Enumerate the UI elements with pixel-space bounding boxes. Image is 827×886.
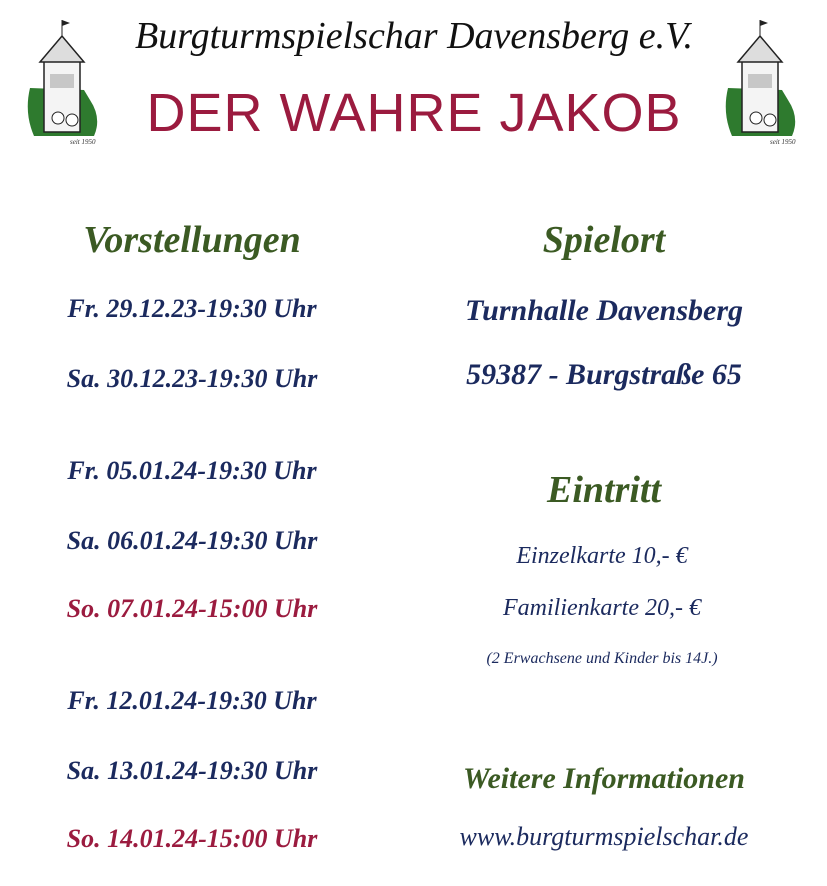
performance-date: Fr. 29.12.23-19:30 Uhr [67,294,317,323]
family-ticket-price: Familienkarte 20,- € [503,595,701,621]
performance-date: Sa. 30.12.23-19:30 Uhr [66,364,318,393]
venue-address: 59387 - Burgstraße 65 [466,358,742,391]
tower-logo-left [27,20,98,136]
performance-date: So. 14.01.24-15:00 Uhr [66,824,318,853]
logo-caption-left: seit 1950 [70,138,96,146]
performance-date: Sa. 13.01.24-19:30 Uhr [66,756,318,785]
venue-name: Turnhalle Davensberg [464,294,744,327]
performances-heading: Vorstellungen [83,219,301,261]
performance-date: Fr. 12.01.24-19:30 Uhr [67,686,317,715]
info-heading: Weitere Informationen [463,762,745,795]
performance-date: So. 07.01.24-15:00 Uhr [66,594,318,623]
tower-logo-right [725,20,796,136]
admission-heading: Eintritt [546,469,662,511]
website-link[interactable]: www.burgturmspielschar.de [459,822,749,851]
venue-heading: Spielort [542,219,666,261]
single-ticket-price: Einzelkarte 10,- € [516,543,688,569]
performance-date: Sa. 06.01.24-19:30 Uhr [66,526,318,555]
performance-date: Fr. 05.01.24-19:30 Uhr [67,456,317,485]
logo-caption-right: seit 1950 [770,138,796,146]
family-ticket-note: (2 Erwachsene und Kinder bis 14J.) [486,650,718,667]
play-title: DER WAHRE JAKOB [146,83,682,143]
club-name: Burgturmspielschar Davensberg e.V. [135,15,693,57]
